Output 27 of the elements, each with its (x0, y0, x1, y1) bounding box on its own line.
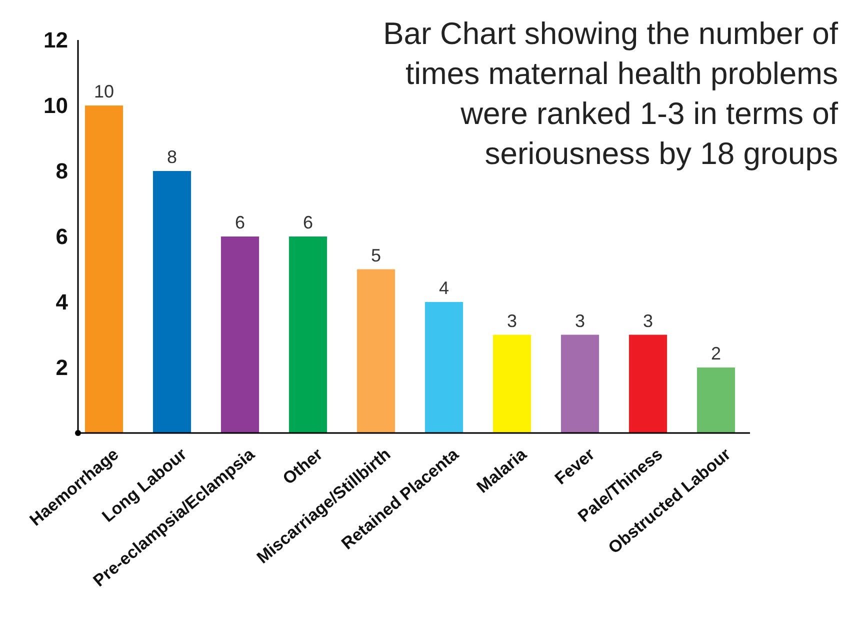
data-label: 8 (166, 147, 178, 167)
y-tick-label: 2 (56, 355, 68, 380)
bar (424, 302, 464, 433)
data-label: 5 (370, 245, 382, 266)
data-label: 6 (234, 212, 246, 232)
data-label: 10 (94, 82, 114, 102)
bar (356, 269, 396, 433)
bar (84, 106, 124, 433)
data-label: 6 (302, 212, 314, 232)
bar (628, 334, 668, 433)
data-label: 3 (642, 310, 654, 331)
bar (560, 334, 600, 433)
bar (288, 236, 328, 433)
text: Bar Chart showing the number of times maternal health problems were ranked 1-3 in terms of seriousness by 18 groups (383, 16, 838, 171)
data-label: 3 (574, 310, 586, 331)
y-tick-label: 8 (56, 158, 68, 184)
y-tick-label: 10 (44, 93, 68, 118)
y-tick-label: 12 (44, 28, 68, 53)
bar (152, 171, 192, 433)
bar (696, 368, 736, 433)
data-label: 4 (438, 278, 450, 298)
bar (220, 236, 260, 433)
y-tick-label: 4 (56, 290, 69, 315)
bar (492, 334, 532, 433)
data-label: 3 (506, 310, 518, 331)
y-tick-label: 6 (56, 224, 68, 250)
data-label: 2 (710, 344, 722, 364)
